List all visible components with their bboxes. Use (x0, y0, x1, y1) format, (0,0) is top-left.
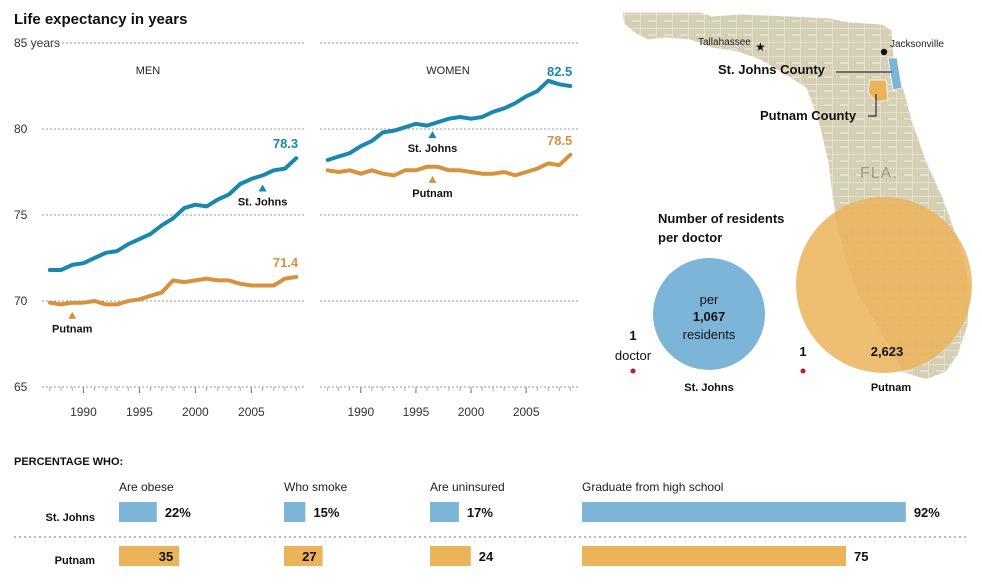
series-line-stjohns (47, 156, 299, 272)
bar-putnam (430, 546, 471, 566)
stjohns-county (887, 57, 903, 91)
y-tick-label: 75 (14, 208, 28, 222)
stjohns-bubble-name: St. Johns (684, 382, 734, 394)
bar-stjohns (430, 502, 459, 522)
bar-category-label: Graduate from high school (582, 480, 723, 494)
state-label: FLA. (860, 165, 898, 182)
residents-per-doctor: Number of residents per doctor per 1,067… (615, 197, 972, 394)
y-tick-label: 85 years (14, 36, 60, 50)
x-tick-label: 2000 (182, 405, 209, 419)
y-tick-label: 80 (14, 122, 28, 136)
series-line-stjohns (325, 78, 573, 162)
bar-stjohns (284, 502, 306, 522)
chart-panel-title: WOMEN (426, 65, 469, 77)
stjohns-doctor-count: 1 (629, 328, 636, 343)
end-value-label: 82.5 (547, 64, 572, 79)
x-tick-label: 1995 (126, 405, 153, 419)
putnam-doctor-count: 1 (799, 344, 806, 359)
life-chart-title: Life expectancy in years (14, 11, 187, 28)
bar-category-label: Are obese (119, 480, 174, 494)
bar-category-label: Who smoke (284, 480, 348, 494)
x-tick-label: 2005 (238, 405, 265, 419)
bar-value-label: 75 (854, 549, 868, 564)
series-line-putnam (325, 152, 573, 178)
bar-putnam (582, 546, 846, 566)
bar-value-label: 35 (159, 549, 173, 564)
stjohns-bubble (653, 258, 765, 370)
bars-row-label-stjohns: St. Johns (45, 512, 95, 524)
y-tick-label: 65 (14, 380, 28, 394)
series-line-putnam (47, 274, 299, 307)
series-name-label: St. Johns (238, 196, 288, 208)
putnam-bubble-value: 2,623 (871, 344, 904, 359)
bar-value-label: 17% (467, 505, 493, 520)
putnam-county-label: Putnam County (760, 108, 857, 123)
bar-value-label: 15% (313, 505, 339, 520)
pointer-triangle (428, 131, 437, 139)
x-tick-label: 1990 (70, 405, 97, 419)
life-expectancy-charts: 85 years 80 75 70 65 MEN 1990 1995 2000 2005 78.3 S… (14, 36, 578, 419)
x-tick-label: 1990 (347, 405, 374, 419)
y-tick-label: 70 (14, 294, 28, 308)
star-icon: ★ (755, 40, 766, 54)
x-tick-label: 2005 (513, 405, 540, 419)
putnam-county (867, 79, 889, 103)
end-value-label: 78.5 (547, 133, 572, 148)
bar-category-label: Are uninsured (430, 480, 505, 494)
bar-stjohns (582, 502, 906, 522)
jacksonville-dot (880, 48, 888, 56)
bars-row-label-putnam: Putnam (55, 555, 96, 567)
bubbles-title-line1: Number of residents (658, 211, 784, 226)
bar-putnam (284, 546, 323, 566)
putnam-bubble (796, 197, 972, 373)
putnam-leader (868, 94, 877, 117)
end-value-label: 78.3 (273, 136, 298, 151)
series-name-label: St. Johns (408, 143, 458, 155)
series-name-label: Putnam (412, 188, 453, 200)
putnam-doctor-dot (800, 368, 806, 374)
stjohns-doctor-dot (630, 368, 636, 374)
bars-title: PERCENTAGE WHO: (14, 456, 123, 468)
stjohns-bubble-per: per (700, 292, 719, 307)
bar-value-label: 22% (165, 505, 191, 520)
bubbles-title-line2: per doctor (658, 230, 722, 245)
stjohns-bubble-value: 1,067 (693, 309, 726, 324)
pointer-triangle (428, 175, 437, 183)
bar-value-label: 24 (479, 549, 494, 564)
bar-stjohns (119, 502, 157, 522)
pointer-triangle (68, 311, 77, 319)
stjohns-bubble-residents: residents (683, 327, 736, 342)
series-name-label: Putnam (52, 324, 93, 336)
percentage-bars: PERCENTAGE WHO: St. Johns Putnam Are obe… (14, 456, 968, 567)
stjohns-doctor-label: doctor (615, 348, 652, 363)
bar-value-label: 27 (302, 549, 316, 564)
x-tick-label: 1995 (403, 405, 430, 419)
tallahassee-label: Tallahassee (698, 37, 751, 48)
chart-panel-title: MEN (136, 65, 161, 77)
stjohns-county-label: St. Johns County (718, 62, 826, 77)
pointer-triangle (258, 184, 267, 192)
x-tick-label: 2000 (458, 405, 485, 419)
bar-putnam (119, 546, 180, 566)
putnam-bubble-name: Putnam (871, 382, 912, 394)
bar-value-label: 92% (914, 505, 940, 520)
jacksonville-label: Jacksonville (890, 39, 944, 50)
end-value-label: 71.4 (273, 255, 299, 270)
